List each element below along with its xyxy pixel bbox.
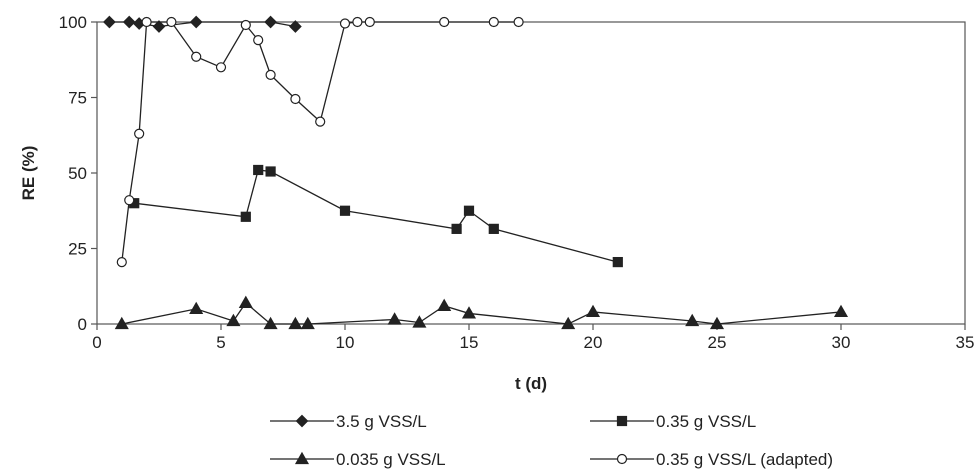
- data-point: [585, 304, 601, 318]
- legend-item: 0.35 g VSS/L (adapted): [590, 450, 833, 469]
- data-point: [833, 304, 849, 318]
- data-point: [488, 223, 499, 234]
- data-point: [364, 16, 375, 28]
- data-point: [215, 62, 227, 73]
- data-point: [191, 51, 202, 62]
- y-tick-label: 25: [68, 240, 87, 259]
- data-point: [352, 16, 363, 28]
- data-point: [461, 306, 477, 319]
- data-point: [439, 16, 450, 28]
- data-point: [238, 295, 253, 308]
- series: [129, 164, 623, 268]
- legend-label: 0.35 g VSS/L: [656, 412, 756, 431]
- series: [114, 295, 849, 330]
- legend-item: 0.035 g VSS/L: [270, 450, 446, 469]
- x-tick-label: 5: [216, 333, 225, 352]
- data-point: [141, 16, 152, 28]
- legend-item: 0.35 g VSS/L: [590, 412, 756, 431]
- data-point: [240, 211, 251, 222]
- data-point: [189, 15, 203, 29]
- data-point: [300, 316, 315, 330]
- series-line: [121, 21, 519, 263]
- plot-area: [96, 21, 966, 325]
- x-tick-label: 25: [708, 333, 727, 352]
- data-point: [513, 16, 524, 28]
- data-point: [134, 128, 145, 139]
- data-point: [152, 20, 166, 33]
- data-point: [103, 15, 116, 29]
- data-point: [289, 20, 302, 33]
- data-point: [463, 205, 475, 216]
- data-point: [166, 16, 177, 28]
- data-point: [263, 316, 278, 330]
- data-point: [265, 166, 276, 177]
- data-point: [616, 415, 628, 427]
- data-point: [612, 256, 623, 268]
- data-point: [339, 205, 351, 216]
- x-tick-label: 10: [336, 333, 355, 352]
- data-point: [226, 313, 241, 327]
- data-point: [561, 316, 576, 330]
- series: [116, 16, 524, 268]
- legend-label: 0.035 g VSS/L: [336, 450, 446, 469]
- data-point: [116, 256, 127, 268]
- data-point: [253, 164, 264, 176]
- legend-label: 0.35 g VSS/L (adapted): [656, 450, 833, 469]
- data-point: [240, 19, 251, 31]
- data-point: [290, 93, 301, 105]
- series-line: [121, 301, 842, 325]
- series-layer: [103, 15, 849, 330]
- series-line: [134, 169, 618, 263]
- x-tick-label: 20: [584, 333, 603, 352]
- data-point: [253, 35, 264, 46]
- data-point: [339, 18, 351, 29]
- x-tick-label: 30: [832, 333, 851, 352]
- y-tick-label: 50: [68, 164, 87, 183]
- y-axis-title: RE (%): [19, 146, 38, 201]
- data-point: [114, 316, 129, 330]
- data-point: [709, 316, 725, 330]
- y-tick-label: 0: [78, 315, 87, 334]
- legend: 3.5 g VSS/L 0.35 g VSS/L 0.035 g VSS/L 0.35…: [270, 412, 833, 469]
- data-point: [295, 414, 309, 428]
- data-point: [294, 451, 310, 465]
- axis-ticks: 0 5 10 15 20 25 30 35 0 25 50 75 100: [59, 13, 975, 352]
- data-point: [265, 69, 276, 80]
- data-point: [315, 116, 326, 127]
- series: [103, 15, 302, 33]
- data-point: [616, 453, 628, 465]
- y-tick-label: 100: [59, 13, 87, 32]
- data-point: [412, 315, 427, 328]
- legend-label: 3.5 g VSS/L: [336, 412, 427, 431]
- x-tick-label: 0: [92, 333, 101, 352]
- data-point: [685, 313, 700, 327]
- y-tick-label: 75: [68, 89, 87, 108]
- data-point: [122, 15, 136, 29]
- data-point: [387, 312, 402, 325]
- data-point: [189, 301, 204, 314]
- data-point: [264, 15, 277, 29]
- data-point: [437, 298, 452, 311]
- x-axis-title: t (d): [515, 374, 547, 393]
- data-point: [488, 16, 499, 28]
- legend-item: 3.5 g VSS/L: [270, 412, 427, 431]
- x-tick-label: 15: [460, 333, 479, 352]
- data-point: [451, 223, 462, 234]
- data-point: [288, 316, 303, 330]
- data-point: [124, 195, 135, 206]
- x-tick-label: 35: [956, 333, 975, 352]
